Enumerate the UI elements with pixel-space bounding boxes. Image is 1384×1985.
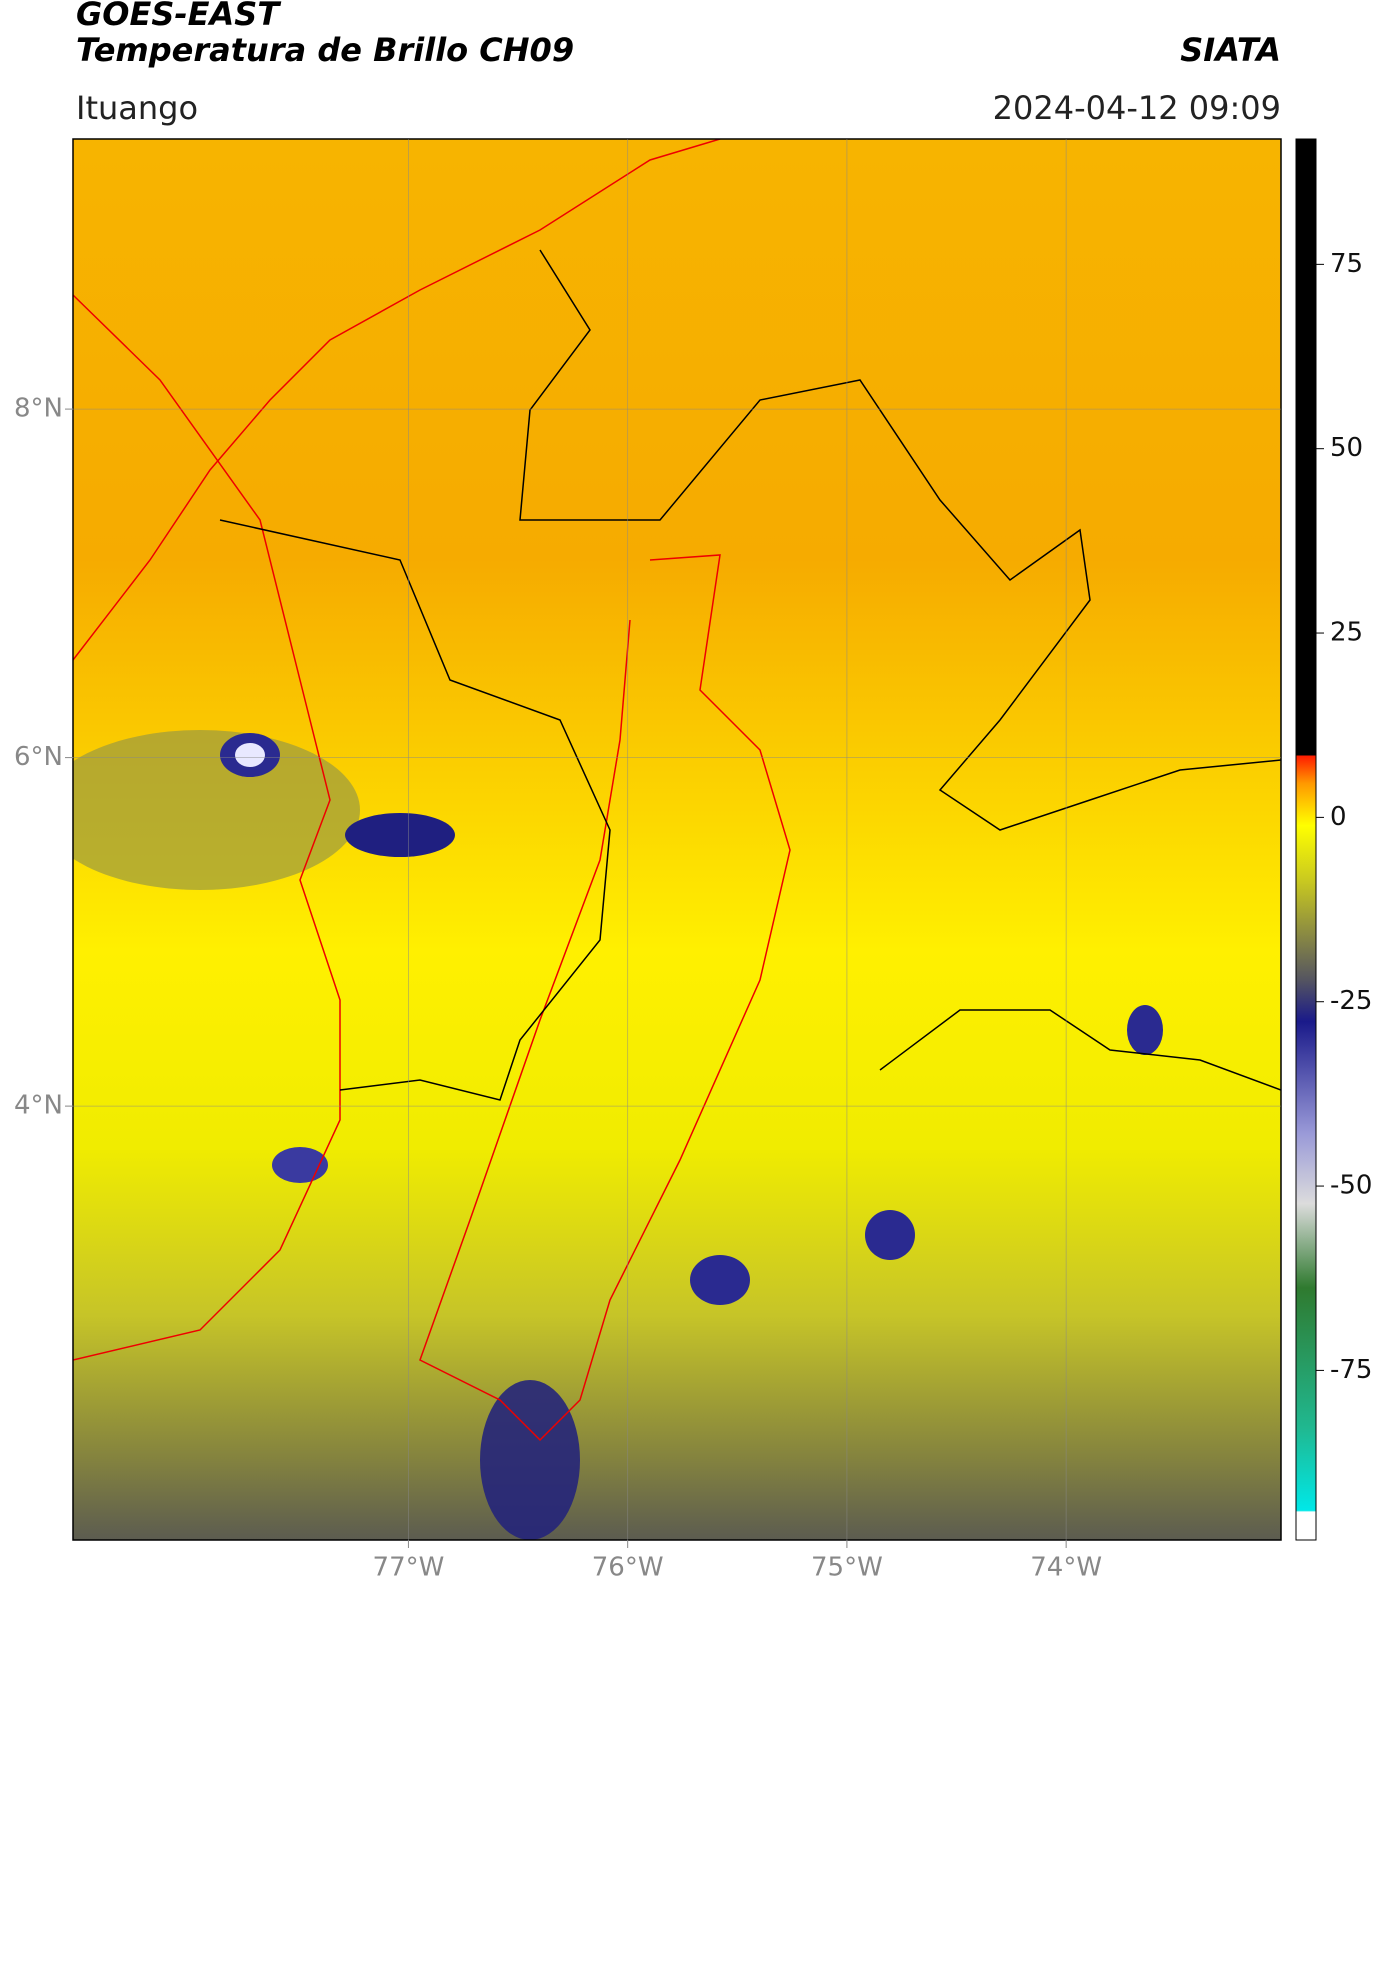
cloud — [272, 1147, 328, 1183]
colorbar-tick-label: 75 — [1330, 249, 1363, 279]
x-tick-label: 77°W — [373, 1553, 445, 1583]
title: GOES-EAST — [76, 0, 281, 33]
colorbar-tick-label: 25 — [1330, 618, 1363, 648]
colorbar-tick-label: -75 — [1330, 1355, 1372, 1385]
department-border — [879, 1009, 1281, 1091]
y-tick-label: 6°N — [14, 742, 63, 772]
coastline — [73, 139, 721, 661]
colorbar-tick-label: -50 — [1330, 1171, 1372, 1201]
cloud — [1127, 1005, 1163, 1055]
map-frame — [72, 138, 1282, 1541]
map — [73, 139, 1281, 1540]
cloud — [345, 813, 455, 857]
coastline — [73, 294, 341, 1361]
location: Ituango — [76, 89, 198, 127]
cloud — [73, 730, 360, 890]
colorbar-tick-label: -25 — [1330, 986, 1372, 1016]
source: SIATA — [1180, 31, 1281, 69]
colorbar-tick-label: 50 — [1330, 433, 1363, 463]
department-border — [219, 519, 611, 1101]
department-border — [519, 249, 1281, 831]
x-tick-label: 75°W — [811, 1553, 883, 1583]
colorbar — [1295, 138, 1317, 1541]
y-tick-label: 4°N — [14, 1091, 63, 1121]
cloud — [690, 1255, 750, 1305]
colorbar-tick-label: 0 — [1330, 802, 1347, 832]
cloud — [480, 1380, 580, 1540]
cloud — [865, 1210, 915, 1260]
subtitle: Temperatura de Brillo CH09 — [76, 31, 574, 69]
region-border — [419, 554, 791, 1442]
cloud — [235, 743, 265, 767]
y-tick-label: 8°N — [14, 394, 63, 424]
x-tick-label: 74°W — [1030, 1553, 1102, 1583]
x-tick-label: 76°W — [592, 1553, 664, 1583]
datetime: 2024-04-12 09:09 — [993, 89, 1281, 127]
